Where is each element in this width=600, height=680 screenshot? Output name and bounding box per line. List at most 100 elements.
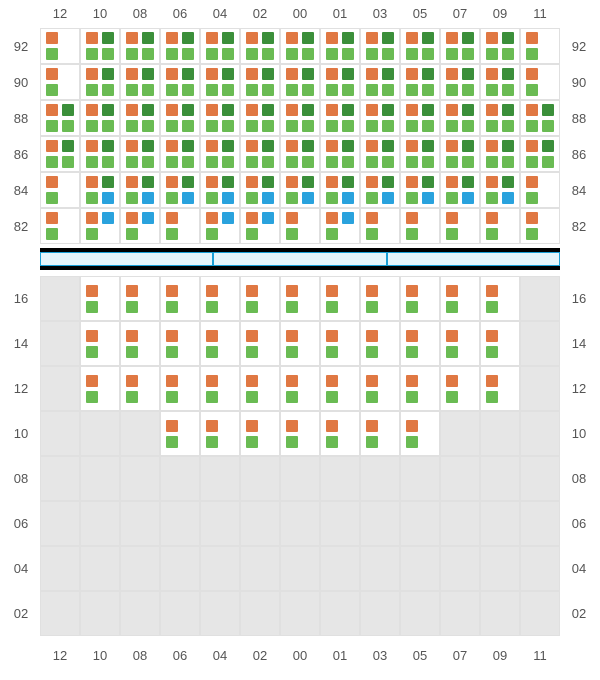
glyph-square	[326, 140, 338, 152]
grid-cell	[280, 208, 320, 244]
grid-cell	[520, 28, 560, 64]
cell-glyph	[485, 329, 515, 359]
glyph-square	[286, 391, 298, 403]
cell-glyph	[205, 374, 235, 404]
grid-cell	[40, 411, 80, 456]
glyph-square	[446, 176, 458, 188]
glyph-square	[222, 156, 234, 168]
cell-glyph	[165, 374, 195, 404]
cell-glyph	[165, 419, 195, 449]
grid-cell	[280, 321, 320, 366]
glyph-square	[422, 104, 434, 116]
glyph-square	[46, 156, 58, 168]
glyph-square	[542, 120, 554, 132]
cell-glyph	[285, 31, 315, 61]
grid-cell	[320, 64, 360, 100]
glyph-square	[326, 32, 338, 44]
grid-cell	[280, 28, 320, 64]
grid-cell	[320, 546, 360, 591]
glyph-square	[526, 212, 538, 224]
glyph-square	[502, 176, 514, 188]
glyph-square	[302, 120, 314, 132]
grid-cell	[480, 546, 520, 591]
glyph-square	[86, 104, 98, 116]
grid-cell	[280, 100, 320, 136]
glyph-square	[86, 285, 98, 297]
grid-cell	[160, 591, 200, 636]
grid-cell	[40, 28, 80, 64]
glyph-square	[366, 68, 378, 80]
glyph-square	[102, 104, 114, 116]
glyph-square	[406, 330, 418, 342]
cell-glyph	[205, 419, 235, 449]
row-label: 82	[6, 208, 36, 244]
glyph-square	[382, 192, 394, 204]
grid-cell	[320, 136, 360, 172]
grid-cell	[40, 172, 80, 208]
glyph-square	[126, 192, 138, 204]
glyph-square	[406, 192, 418, 204]
grid-cell	[280, 501, 320, 546]
glyph-square	[366, 120, 378, 132]
glyph-square	[342, 120, 354, 132]
glyph-square	[86, 176, 98, 188]
cell-glyph	[125, 374, 155, 404]
row-label: 04	[564, 546, 594, 591]
grid-cell	[400, 208, 440, 244]
glyph-square	[326, 120, 338, 132]
grid-cell	[280, 366, 320, 411]
grid-cell	[40, 546, 80, 591]
glyph-square	[406, 301, 418, 313]
glyph-square	[462, 176, 474, 188]
glyph-square	[262, 140, 274, 152]
row-label: 86	[564, 136, 594, 172]
glyph-square	[206, 436, 218, 448]
grid-cell	[320, 208, 360, 244]
glyph-square	[126, 346, 138, 358]
grid-cell	[440, 321, 480, 366]
grid-cell	[520, 411, 560, 456]
glyph-square	[542, 156, 554, 168]
grid-cell	[440, 366, 480, 411]
glyph-square	[86, 120, 98, 132]
grid-cell	[480, 591, 520, 636]
grid-cell	[480, 208, 520, 244]
grid-cell	[200, 136, 240, 172]
column-label: 08	[120, 648, 160, 663]
glyph-square	[366, 192, 378, 204]
glyph-square	[366, 436, 378, 448]
column-label: 02	[240, 6, 280, 21]
glyph-square	[222, 104, 234, 116]
glyph-square	[326, 176, 338, 188]
grid-cell	[200, 208, 240, 244]
glyph-square	[142, 156, 154, 168]
glyph-square	[182, 140, 194, 152]
cell-glyph	[325, 284, 355, 314]
cell-glyph	[445, 103, 475, 133]
glyph-square	[406, 420, 418, 432]
cell-glyph	[85, 103, 115, 133]
glyph-square	[462, 104, 474, 116]
glyph-square	[286, 228, 298, 240]
glyph-square	[326, 301, 338, 313]
cell-glyph	[125, 211, 155, 241]
glyph-square	[126, 156, 138, 168]
cell-glyph	[325, 419, 355, 449]
grid-cell	[240, 366, 280, 411]
glyph-square	[222, 192, 234, 204]
grid-cell	[320, 456, 360, 501]
column-label: 12	[40, 648, 80, 663]
glyph-square	[502, 156, 514, 168]
glyph-square	[302, 104, 314, 116]
row-label: 06	[6, 501, 36, 546]
grid-cell	[200, 591, 240, 636]
glyph-square	[166, 104, 178, 116]
glyph-square	[326, 212, 338, 224]
glyph-square	[462, 48, 474, 60]
glyph-square	[222, 212, 234, 224]
grid-cell	[400, 456, 440, 501]
cell-glyph	[165, 31, 195, 61]
glyph-square	[46, 212, 58, 224]
grid-cell	[120, 28, 160, 64]
glyph-square	[526, 176, 538, 188]
